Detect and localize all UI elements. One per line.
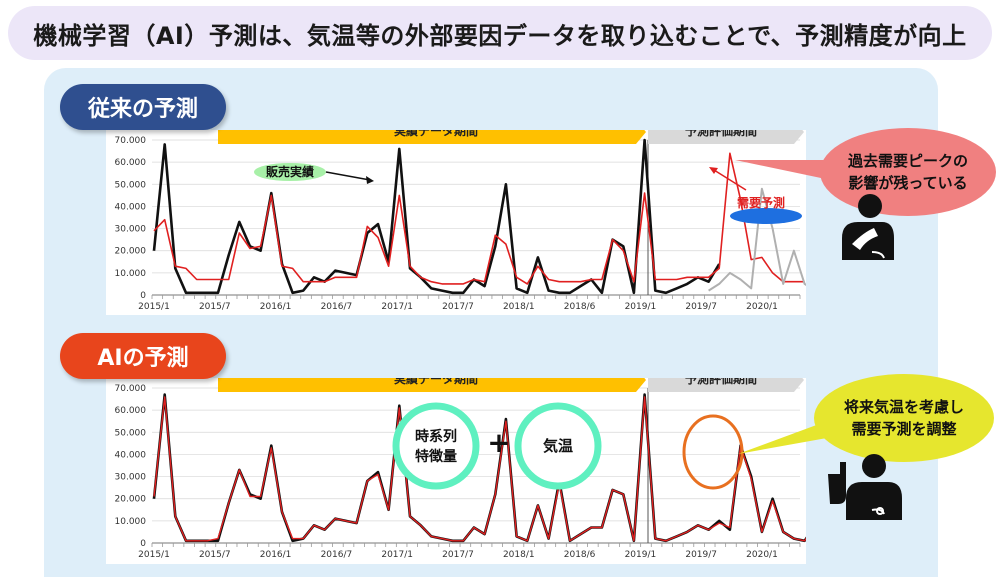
confident-person-icon: [828, 454, 902, 520]
x-tick-label: 2019/7: [685, 550, 717, 560]
actual-period-bar: [218, 378, 646, 392]
y-tick-label: 60.000: [115, 158, 147, 168]
x-tick-label: 2018/6: [564, 550, 596, 560]
y-tick-label: 70.000: [115, 136, 147, 146]
y-tick-label: 50.000: [115, 428, 147, 438]
y-tick-label: 40.000: [115, 450, 147, 460]
actual-period-label: 実績データ期間: [394, 130, 478, 138]
actual-period-bar: [218, 130, 646, 144]
callout-line: 需要予測を調整: [851, 420, 957, 438]
x-tick-label: 2017/7: [442, 302, 474, 312]
y-tick-label: 30.000: [115, 225, 147, 235]
x-tick-label: 2015/1: [138, 302, 170, 312]
ai-forecast-badge: AIの予測: [60, 333, 226, 379]
x-tick-label: 2019/1: [625, 550, 657, 560]
y-tick-label: 60.000: [115, 406, 147, 416]
x-tick-label: 2020/1: [746, 302, 778, 312]
x-tick-label: 2016/1: [260, 550, 292, 560]
x-tick-label: 2020/1: [746, 550, 778, 560]
series-line-1: [153, 396, 806, 542]
callout-line: 影響が残っている: [848, 174, 968, 192]
feature-temperature: 気温: [543, 437, 573, 455]
feature-plus: +: [487, 426, 510, 459]
past-peak-callout: 過去需要ピークの 影響が残っている: [830, 150, 986, 194]
x-tick-label: 2018/1: [503, 550, 535, 560]
x-tick-label: 2017/7: [442, 550, 474, 560]
x-tick-label: 2019/1: [625, 302, 657, 312]
callout-line: 将来気温を考慮し: [843, 398, 964, 416]
headline: 機械学習（AI）予測は、気温等の外部要因データを取り込むことで、予測精度が向上: [8, 6, 992, 60]
y-tick-label: 50.000: [115, 180, 147, 190]
y-tick-label: 30.000: [115, 473, 147, 483]
y-tick-label: 0: [140, 539, 146, 549]
x-tick-label: 2015/1: [138, 550, 170, 560]
temperature-callout: 将来気温を考慮し 需要予測を調整: [826, 396, 982, 440]
worried-person-icon: [842, 194, 894, 260]
y-tick-label: 20.000: [115, 495, 147, 505]
eval-period-label: 予測評価期間: [685, 130, 757, 138]
x-tick-label: 2015/7: [199, 302, 231, 312]
y-tick-label: 10.000: [115, 517, 147, 527]
x-tick-label: 2017/1: [381, 302, 413, 312]
x-tick-label: 2018/1: [503, 302, 535, 312]
forecast-label: 需要予測: [737, 195, 785, 210]
feature-timeseries-line1: 時系列: [415, 428, 457, 445]
callout-line: 過去需要ピークの: [847, 152, 968, 170]
series-line-1: [153, 152, 805, 285]
y-tick-label: 70.000: [115, 384, 147, 394]
eval-period-bar: [648, 378, 804, 392]
x-tick-label: 2016/7: [321, 302, 353, 312]
x-tick-label: 2018/6: [564, 302, 596, 312]
feature-timeseries-line2: 特徴量: [415, 448, 457, 465]
x-tick-label: 2017/1: [381, 550, 413, 560]
actual-period-label: 実績データ期間: [394, 378, 478, 386]
x-tick-label: 2016/1: [260, 302, 292, 312]
y-tick-label: 10.000: [115, 269, 147, 279]
y-tick-label: 20.000: [115, 247, 147, 257]
series-line-0: [152, 138, 721, 295]
peak-highlight: [682, 414, 744, 490]
ai-forecast-chart: 0 10.000 20.000 30.000 40.000 50.000 60.000 70.…: [106, 378, 806, 564]
x-tick-label: 2016/7: [321, 550, 353, 560]
sales-label: 販売実績: [266, 164, 314, 179]
traditional-forecast-badge: 従来の予測: [60, 84, 226, 130]
x-tick-label: 2019/7: [685, 302, 717, 312]
eval-period-bar: [648, 130, 804, 144]
x-tick-label: 2015/7: [199, 550, 231, 560]
series-line-2: [708, 187, 806, 292]
eval-period-label: 予測評価期間: [685, 378, 757, 386]
y-tick-label: 40.000: [115, 202, 147, 212]
y-tick-label: 0: [140, 291, 146, 301]
traditional-forecast-chart: 0 10.000 20.000 30.000 40.000 50.000 60.000 70.…: [106, 130, 806, 315]
